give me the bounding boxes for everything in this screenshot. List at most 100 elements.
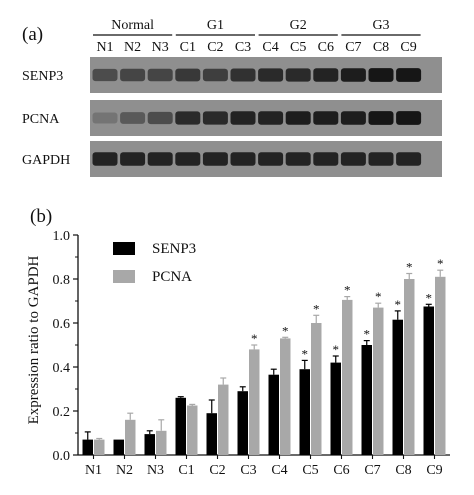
bar-senp3	[175, 397, 186, 455]
bar-senp3	[82, 439, 93, 455]
bar-senp3	[268, 374, 279, 455]
blot-band	[230, 111, 256, 125]
blot-band	[175, 68, 201, 82]
bar-pcna	[249, 349, 260, 455]
bar-senp3	[361, 345, 372, 455]
x-tick-label: N3	[147, 463, 164, 478]
y-axis-label: Expression ratio to GAPDH	[26, 255, 42, 424]
blot-band	[147, 152, 173, 166]
blot-pcna: PCNA	[22, 100, 442, 136]
blot-label: GAPDH	[22, 153, 70, 168]
legend: SENP3 PCNA	[113, 241, 196, 285]
significance-marker: *	[333, 342, 340, 357]
blot-band	[396, 68, 422, 82]
bar-pcna	[187, 405, 198, 455]
blot-band	[92, 68, 118, 82]
bar-pcna	[280, 338, 291, 455]
blot-band	[285, 152, 311, 166]
x-tick-label: C9	[426, 463, 442, 478]
lane-label: C9	[400, 40, 416, 55]
x-tick-label: C2	[209, 463, 225, 478]
bar-pcna	[311, 323, 322, 455]
blots: SENP3 PCNA GAPDH	[22, 57, 442, 177]
blot-band	[230, 68, 256, 82]
x-tick-label: C4	[271, 463, 287, 478]
y-tick-label: 0.4	[53, 361, 71, 376]
blot-band	[120, 112, 146, 124]
legend-label: SENP3	[152, 241, 196, 257]
lane-label: N2	[124, 40, 141, 55]
series-pcna: * * * * * * *	[94, 256, 446, 455]
blot-band	[396, 111, 422, 125]
blot-band	[120, 68, 146, 82]
blot-band	[230, 152, 256, 166]
blot-band	[368, 68, 394, 82]
lane-label: N3	[152, 40, 169, 55]
x-tick-label: C1	[178, 463, 194, 478]
significance-marker: *	[344, 283, 351, 298]
series-senp3: * * * * *	[82, 290, 434, 455]
panel-b-bar-chart: (b) Expression ratio to GAPDH 0.00.20.40…	[26, 206, 450, 478]
blot-band	[340, 111, 366, 125]
blot-band	[340, 68, 366, 82]
blot-band	[285, 68, 311, 82]
group-headers: Normal G1 G2 G3	[93, 18, 421, 36]
blot-band	[258, 68, 284, 82]
significance-marker: *	[426, 290, 433, 305]
lane-label: N1	[96, 40, 113, 55]
bar-pcna	[404, 279, 415, 455]
blot-band	[202, 111, 228, 125]
x-tick-label: C3	[240, 463, 256, 478]
bar-senp3	[299, 369, 310, 455]
bar-senp3	[144, 434, 155, 455]
blot-band	[175, 152, 201, 166]
blot-band	[368, 111, 394, 125]
lane-label: C4	[262, 40, 278, 55]
x-tick-label: N2	[116, 463, 133, 478]
blot-band	[340, 152, 366, 166]
significance-marker: *	[395, 297, 402, 312]
x-tick-label: C7	[364, 463, 380, 478]
significance-marker: *	[364, 327, 371, 342]
bar-senp3	[423, 306, 434, 455]
significance-marker: *	[282, 323, 289, 338]
blot-band	[202, 152, 228, 166]
blot-band	[396, 152, 422, 166]
group-header-g1: G1	[207, 18, 224, 33]
lane-label: C6	[318, 40, 334, 55]
axes: 0.0 0.2 0.4 0.6 0.8 1.0 N1 N2 N3 C1 C2 C3 C4 C5 C6 C7 C8…	[53, 229, 450, 478]
significance-marker: *	[302, 346, 309, 361]
bar-pcna	[94, 439, 105, 455]
blot-gapdh: GAPDH	[22, 141, 442, 177]
blot-band	[368, 152, 394, 166]
panel-b-label: (b)	[30, 206, 52, 227]
bar-pcna	[342, 299, 353, 455]
blot-band	[147, 111, 173, 125]
blot-band	[120, 152, 146, 166]
y-tick-label: 0.2	[53, 405, 71, 420]
blot-band	[147, 68, 173, 82]
blot-band	[285, 111, 311, 125]
y-tick-label: 1.0	[53, 229, 71, 244]
lane-label: C3	[235, 40, 251, 55]
lane-label: C2	[207, 40, 223, 55]
legend-swatch	[113, 242, 135, 255]
x-tick-label: C8	[395, 463, 411, 478]
blot-band	[92, 112, 118, 124]
significance-marker: *	[251, 331, 258, 346]
lane-label: C1	[180, 40, 196, 55]
lane-labels: N1 N2 N3 C1 C2 C3 C4 C5 C6 C7 C8 C9	[96, 40, 416, 55]
group-header-g3: G3	[372, 18, 389, 33]
blot-band	[258, 152, 284, 166]
blot-label: SENP3	[22, 69, 63, 84]
lane-label: C5	[290, 40, 306, 55]
significance-marker: *	[406, 260, 413, 275]
bar-senp3	[237, 391, 248, 455]
blot-band	[313, 68, 339, 82]
bar-senp3	[330, 362, 341, 455]
bar-pcna	[435, 276, 446, 455]
y-tick-label: 0.8	[53, 273, 71, 288]
x-tick-label: C5	[302, 463, 318, 478]
blot-senp3: SENP3	[22, 57, 442, 93]
